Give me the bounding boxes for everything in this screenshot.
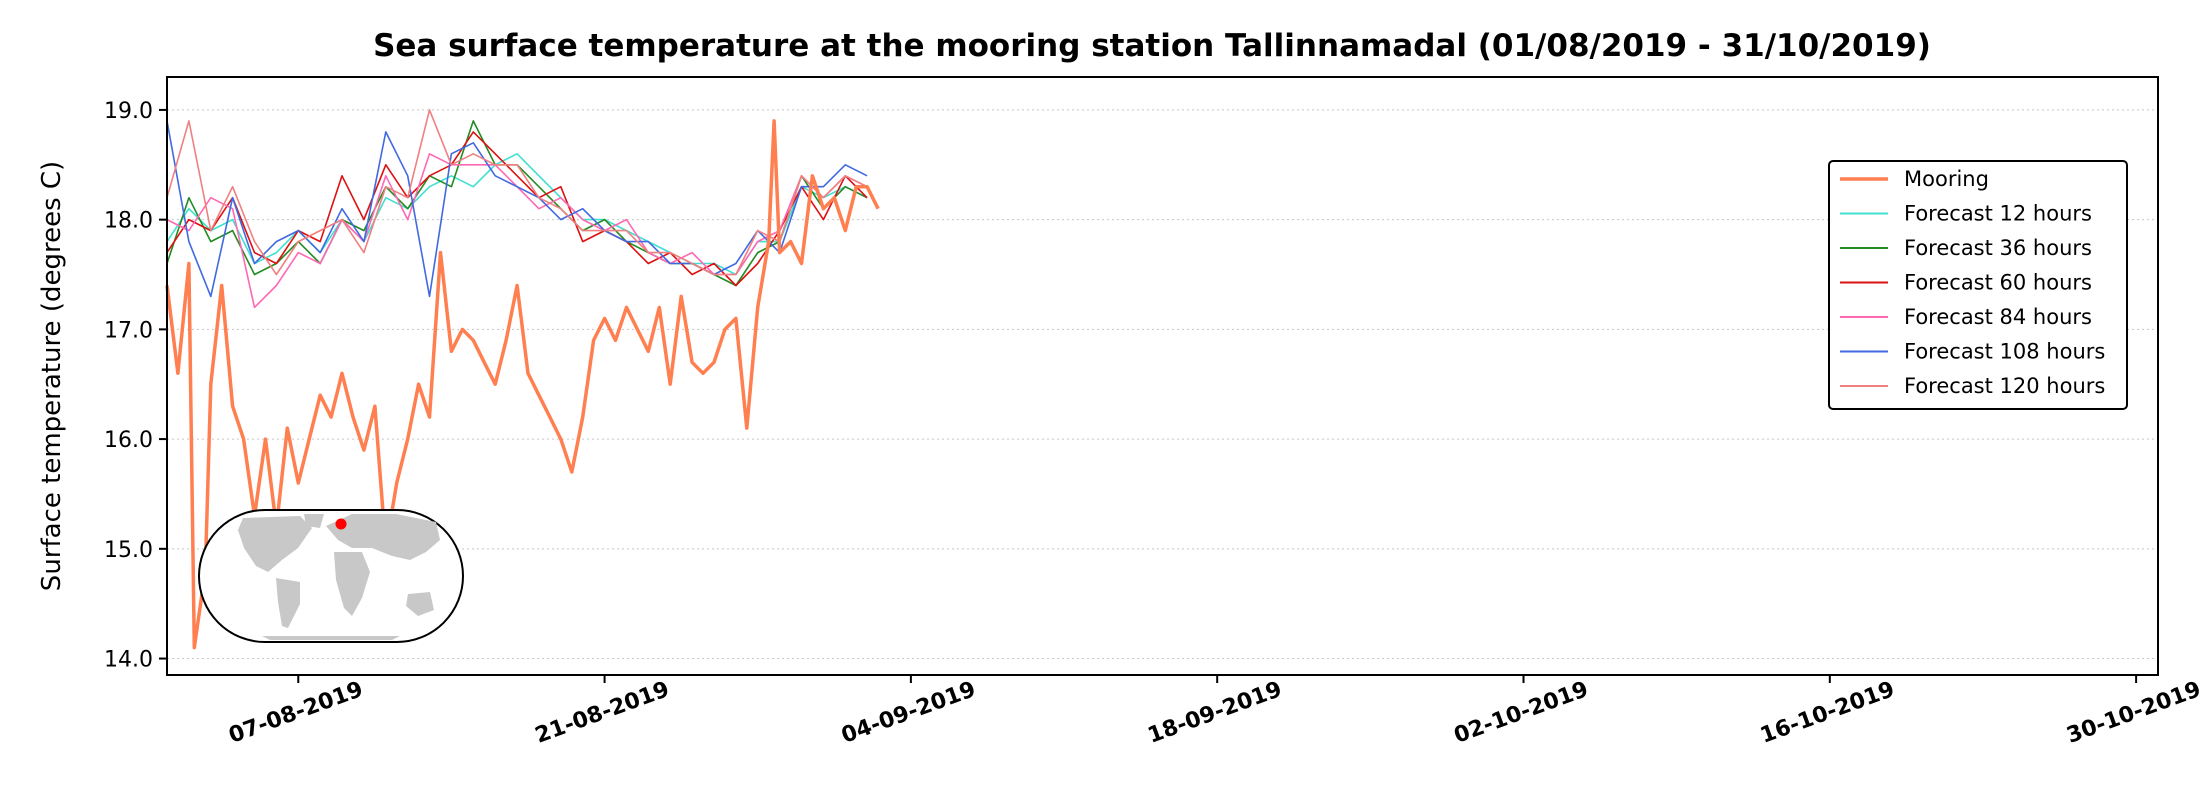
africa-shape [334,552,370,616]
series-line-forecast-108-hours [166,120,868,298]
south-america-shape [276,578,300,628]
legend-items: Mooring Forecast 12 hours Forecast 36 hour… [1840,167,2105,398]
europe-asia-shape [326,514,440,560]
legend-label-forecast-108-hours: Forecast 108 hours [1904,340,2105,364]
y-tick-label: 15.0 [104,538,153,563]
legend-label-mooring: Mooring [1904,167,1989,191]
station-location-marker [335,518,347,530]
x-tick-label: 07-08-2019 [226,677,367,749]
legend-label-forecast-60-hours: Forecast 60 hours [1904,271,2092,295]
y-axis-label: Surface temperature (degrees C) [37,161,67,591]
legend-label-forecast-36-hours: Forecast 36 hours [1904,236,2092,260]
legend-label-forecast-84-hours: Forecast 84 hours [1904,305,2092,329]
legend-frame [1828,160,2128,410]
y-tick-label: 19.0 [104,99,153,124]
x-tick-label: 02-10-2019 [1451,677,1592,749]
y-tick-label: 18.0 [104,209,153,234]
plot-area-frame [166,76,2159,676]
chart-title: Sea surface temperature at the mooring s… [373,28,1931,64]
north-america-shape [238,516,312,572]
series-line-forecast-60-hours [166,131,868,287]
greenland-shape [304,514,324,528]
x-tick-label: 04-09-2019 [838,677,979,749]
inset-world-map [198,509,464,643]
australia-shape [406,592,434,616]
x-tick-label: 21-08-2019 [532,677,673,749]
legend: Mooring Forecast 12 hours Forecast 36 hour… [1828,160,2128,410]
x-tick-label: 16-10-2019 [1757,677,1898,749]
antarctica-shape [262,636,400,640]
series-line-forecast-120-hours [166,109,868,276]
grid-layer [167,109,2158,660]
y-tick-label: 16.0 [104,428,153,453]
y-tick-label: 17.0 [104,318,153,343]
x-tick-label: 18-09-2019 [1145,677,1286,749]
legend-label-forecast-120-hours: Forecast 120 hours [1904,374,2105,398]
map-landmasses [238,514,440,640]
y-tick-label: 14.0 [104,648,153,673]
legend-label-forecast-12-hours: Forecast 12 hours [1904,202,2092,226]
x-tick-label: 30-10-2019 [2063,677,2200,749]
